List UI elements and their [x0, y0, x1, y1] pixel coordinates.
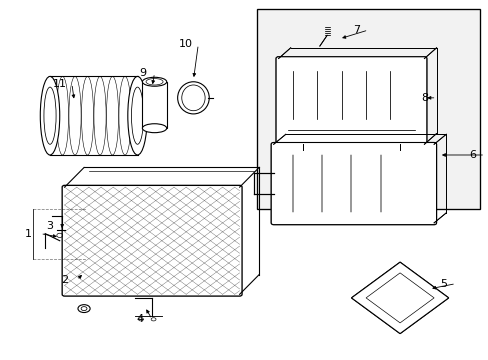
- Polygon shape: [351, 262, 448, 334]
- Text: 1: 1: [24, 229, 32, 239]
- FancyBboxPatch shape: [62, 185, 242, 296]
- Text: 8: 8: [420, 93, 427, 103]
- FancyBboxPatch shape: [276, 57, 426, 146]
- Text: 7: 7: [352, 25, 359, 35]
- Ellipse shape: [127, 76, 147, 155]
- FancyBboxPatch shape: [271, 143, 436, 225]
- Bar: [256, 9, 479, 208]
- FancyBboxPatch shape: [276, 57, 426, 146]
- Text: 3: 3: [46, 221, 53, 231]
- Text: 11: 11: [53, 78, 66, 89]
- Text: 4: 4: [136, 314, 143, 324]
- Polygon shape: [366, 273, 433, 323]
- Text: 2: 2: [61, 275, 68, 285]
- Text: 10: 10: [179, 39, 193, 49]
- Ellipse shape: [142, 124, 166, 133]
- FancyBboxPatch shape: [271, 143, 436, 225]
- Text: 5: 5: [440, 279, 447, 289]
- Text: 9: 9: [139, 68, 145, 78]
- Ellipse shape: [142, 77, 166, 86]
- Polygon shape: [366, 273, 433, 323]
- Ellipse shape: [177, 82, 209, 114]
- Text: 6: 6: [468, 150, 475, 160]
- Polygon shape: [351, 262, 448, 334]
- Bar: [142, 82, 166, 128]
- Ellipse shape: [40, 76, 60, 155]
